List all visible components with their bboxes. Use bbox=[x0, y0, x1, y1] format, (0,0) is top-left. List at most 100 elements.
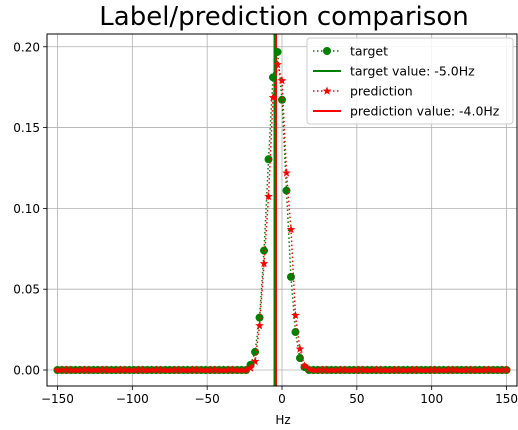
y-tick-label: 0.00 bbox=[13, 364, 40, 378]
prediction-point bbox=[165, 365, 175, 374]
prediction-point bbox=[466, 365, 475, 374]
prediction-point bbox=[322, 365, 332, 374]
y-tick-label: 0.05 bbox=[13, 283, 40, 297]
prediction-point bbox=[273, 60, 282, 69]
legend-marker bbox=[322, 86, 332, 95]
prediction-point bbox=[439, 365, 449, 374]
prediction-point bbox=[66, 365, 76, 374]
prediction-point bbox=[488, 365, 498, 374]
prediction-point bbox=[475, 365, 484, 374]
y-tick-label: 0.15 bbox=[13, 121, 40, 135]
prediction-point bbox=[349, 365, 359, 374]
prediction-point bbox=[336, 365, 345, 374]
y-tick-label: 0.10 bbox=[13, 202, 40, 216]
x-tick-label: −50 bbox=[194, 392, 219, 406]
prediction-point bbox=[277, 76, 287, 85]
prediction-point bbox=[75, 365, 85, 374]
prediction-point bbox=[313, 365, 323, 374]
prediction-point bbox=[89, 365, 98, 374]
prediction-point bbox=[237, 365, 246, 374]
prediction-point bbox=[264, 191, 273, 201]
prediction-point bbox=[232, 365, 242, 374]
prediction-point bbox=[214, 365, 224, 374]
prediction-point bbox=[407, 365, 417, 374]
prediction-point bbox=[389, 365, 399, 374]
prediction-point bbox=[115, 365, 125, 374]
prediction-point bbox=[187, 365, 197, 374]
series bbox=[53, 47, 511, 374]
prediction-point bbox=[138, 365, 148, 374]
legend-entries: target target value: -5.0Hz prediction pred… bbox=[313, 44, 500, 119]
prediction-point bbox=[421, 365, 431, 374]
target-point bbox=[291, 328, 300, 337]
chart-title: Label/prediction comparison bbox=[99, 2, 468, 32]
prediction-point bbox=[295, 344, 305, 353]
prediction-point bbox=[493, 365, 502, 374]
prediction-point bbox=[461, 365, 471, 374]
prediction-point bbox=[174, 365, 184, 374]
legend-box bbox=[306, 37, 514, 125]
legend-label: target bbox=[350, 44, 388, 59]
prediction-point bbox=[156, 365, 166, 374]
prediction-point bbox=[53, 365, 62, 374]
target-point bbox=[282, 186, 291, 195]
prediction-point bbox=[268, 92, 278, 102]
x-axis-label: Hz bbox=[275, 413, 290, 427]
prediction-point bbox=[443, 365, 453, 374]
prediction-point bbox=[250, 356, 260, 366]
legend-label: prediction value: -4.0Hz bbox=[350, 104, 500, 119]
prediction-point bbox=[367, 365, 377, 374]
prediction-point bbox=[142, 365, 152, 374]
prediction-point bbox=[403, 365, 413, 374]
target-point bbox=[278, 95, 286, 104]
target-point bbox=[251, 347, 260, 356]
y-axis: 0.00 0.05 0.10 0.15 0.20 bbox=[13, 40, 47, 378]
x-tick-label: 0 bbox=[278, 392, 286, 406]
prediction-point bbox=[291, 310, 300, 320]
x-axis: −150 −100 −50 0 50 100 150 bbox=[41, 386, 518, 406]
prediction-point bbox=[309, 365, 318, 374]
prediction-point bbox=[331, 365, 341, 374]
target-point bbox=[286, 272, 295, 281]
prediction-point bbox=[430, 365, 440, 374]
prediction-point bbox=[259, 259, 269, 268]
prediction-point bbox=[362, 365, 372, 374]
prediction-point bbox=[457, 365, 466, 374]
prediction-point bbox=[93, 365, 103, 374]
prediction-point bbox=[282, 168, 291, 177]
legend-marker bbox=[323, 47, 331, 55]
prediction-point bbox=[223, 365, 233, 374]
vertical-lines bbox=[273, 34, 278, 386]
prediction-point bbox=[219, 365, 228, 374]
prediction-point bbox=[398, 365, 408, 374]
prediction-point bbox=[80, 365, 89, 374]
prediction-point bbox=[102, 365, 112, 374]
prediction-point bbox=[304, 364, 314, 373]
prediction-point bbox=[255, 321, 264, 330]
target-point bbox=[264, 155, 273, 164]
prediction-point bbox=[448, 365, 458, 374]
prediction-point bbox=[286, 224, 296, 234]
prediction-point bbox=[151, 365, 161, 374]
prediction-point bbox=[196, 365, 206, 374]
legend-label: target value: -5.0Hz bbox=[350, 64, 475, 79]
prediction-point bbox=[358, 365, 368, 374]
prediction-point bbox=[376, 365, 386, 374]
x-tick-label: 150 bbox=[495, 392, 518, 406]
prediction-point bbox=[111, 365, 121, 374]
prediction-point bbox=[380, 365, 390, 374]
prediction-point bbox=[300, 361, 309, 370]
prediction-point bbox=[62, 365, 71, 374]
prediction-point bbox=[484, 365, 493, 374]
x-tick-label: −100 bbox=[116, 392, 149, 406]
prediction-point bbox=[327, 365, 336, 374]
prediction-point bbox=[120, 365, 130, 374]
prediction-point bbox=[344, 365, 354, 374]
prediction-point bbox=[210, 365, 220, 374]
x-tick-label: −150 bbox=[41, 392, 74, 406]
prediction-point bbox=[178, 365, 188, 374]
prediction-point bbox=[147, 365, 157, 374]
prediction-point bbox=[98, 365, 107, 374]
prediction-point bbox=[84, 365, 94, 374]
